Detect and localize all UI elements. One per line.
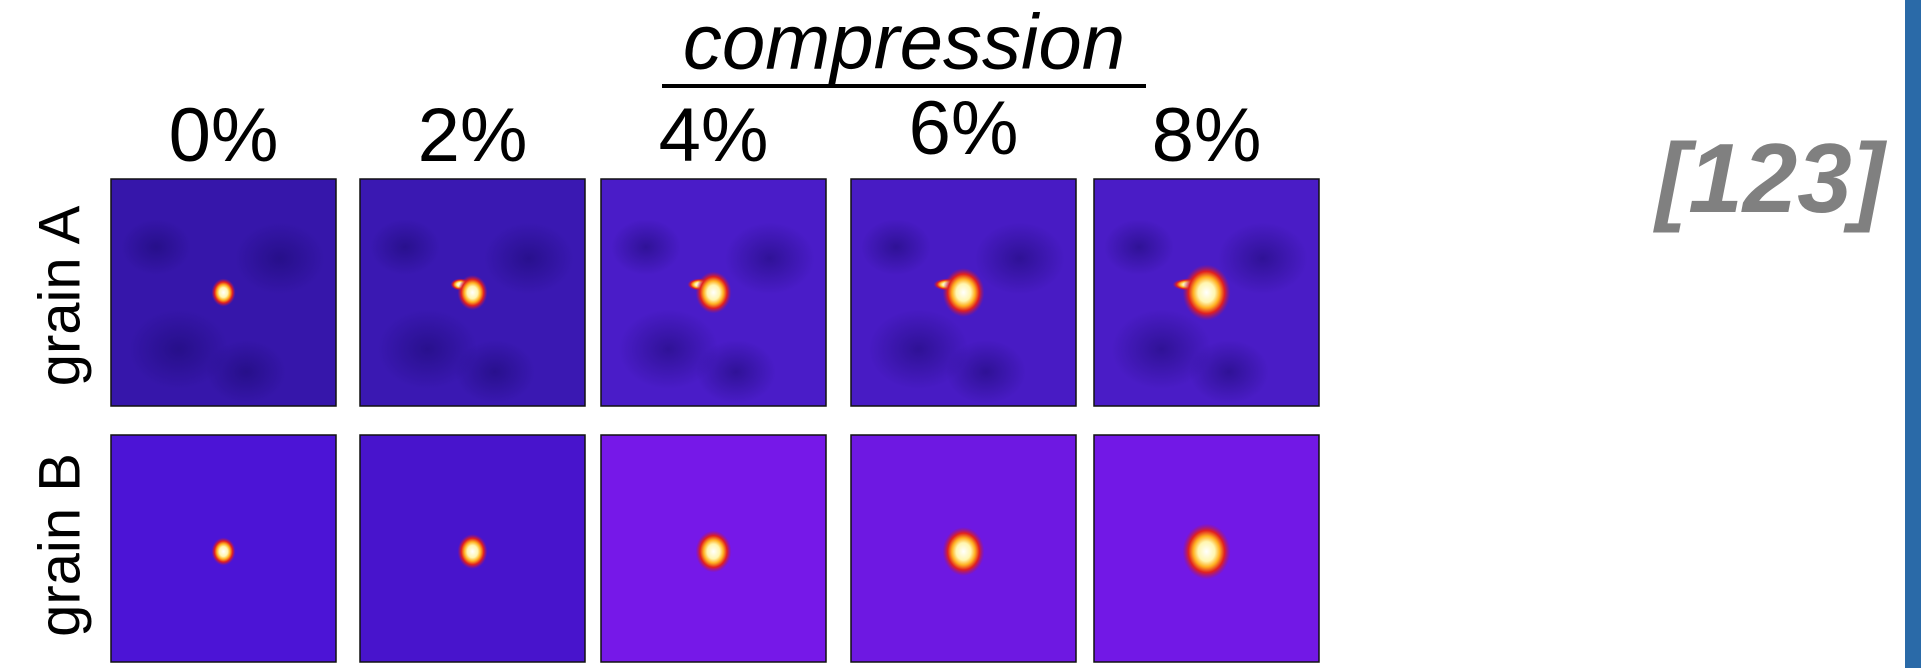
- column-label: 2%: [418, 93, 528, 178]
- hotspot: [212, 279, 236, 307]
- heatmap-shade: [1104, 219, 1174, 275]
- heatmap-shade: [975, 222, 1065, 294]
- heatmap-shade: [484, 222, 574, 294]
- column-label: 4%: [659, 93, 769, 178]
- heatmap-shade: [235, 222, 325, 294]
- heatmap-shade: [861, 219, 931, 275]
- heatmap-shade: [121, 219, 191, 275]
- hotspot: [1183, 524, 1231, 580]
- heatmap-shade: [455, 340, 535, 404]
- figure: compression [123] 0% 2% 4% 6% 8% grain A grain…: [0, 0, 1921, 668]
- hotspot: [1183, 265, 1231, 321]
- row-label: grain B: [27, 453, 92, 637]
- heatmap-shade: [206, 340, 286, 404]
- row-label: grain A: [27, 205, 92, 386]
- heatmap-shade: [611, 219, 681, 275]
- hotspot: [696, 531, 732, 573]
- hotspot: [696, 272, 732, 314]
- column-label: 8%: [1152, 93, 1262, 178]
- heatmap-shade: [946, 340, 1026, 404]
- hotspot: [458, 275, 488, 310]
- column-label: 6%: [909, 86, 1019, 171]
- heatmap-shade: [1218, 222, 1308, 294]
- hotspot: [943, 268, 985, 317]
- heatmap-shade: [1189, 340, 1269, 404]
- hotspot: [943, 527, 985, 576]
- reference-label: [123]: [1653, 123, 1888, 233]
- heatmap-shade: [696, 340, 776, 404]
- heatmap-shade: [725, 222, 815, 294]
- column-label: 0%: [169, 93, 279, 178]
- hotspot: [458, 534, 488, 569]
- figure-title: compression: [683, 0, 1125, 86]
- hotspot: [212, 538, 236, 566]
- heatmap-shade: [370, 219, 440, 275]
